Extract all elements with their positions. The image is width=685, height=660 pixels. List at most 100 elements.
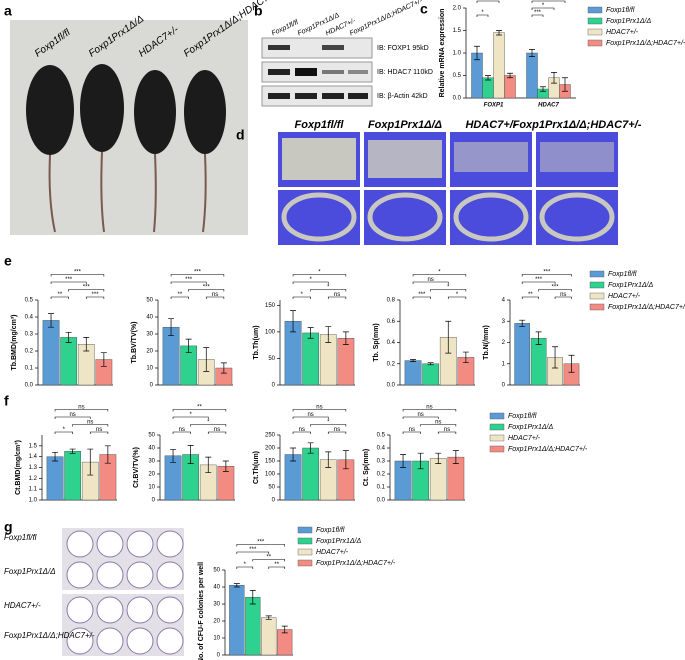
error-bar bbox=[474, 45, 480, 61]
legend-label: Foxp1fl/fl bbox=[316, 527, 345, 534]
y-axis-label: Tb.BMD(mg/cm³) bbox=[11, 315, 18, 371]
significance-label: ns bbox=[409, 427, 415, 433]
y-tick-label: 1.0 bbox=[29, 498, 38, 504]
y-axis-label: No. of CFU-F colonies per well bbox=[198, 562, 205, 660]
error-bar bbox=[445, 320, 452, 354]
significance-bracket bbox=[172, 416, 209, 419]
y-tick-label: 0.8 bbox=[387, 298, 396, 304]
y-tick-label: 0.5 bbox=[25, 298, 34, 304]
error-bar bbox=[435, 452, 442, 464]
bar bbox=[302, 447, 320, 501]
y-tick-label: 0.2 bbox=[377, 472, 386, 478]
y-tick-label: 30 bbox=[213, 602, 220, 608]
y-tick-label: 40 bbox=[213, 585, 220, 591]
y-tick-label: 3 bbox=[502, 319, 506, 325]
legend-swatch bbox=[297, 559, 313, 567]
significance-label: *** bbox=[535, 277, 543, 283]
significance-label: ns bbox=[96, 427, 102, 433]
y-tick-label: 50 bbox=[148, 433, 155, 439]
significance-bracket bbox=[252, 559, 286, 562]
y-tick-label: 0.1 bbox=[377, 485, 386, 491]
significance-bracket bbox=[292, 296, 311, 299]
legend-swatch bbox=[587, 28, 603, 36]
micro-ct-images bbox=[278, 132, 618, 245]
y-tick-label: 0.5 bbox=[453, 73, 462, 79]
significance-label: ns bbox=[334, 427, 340, 433]
significance-bracket bbox=[531, 14, 544, 17]
error-bar bbox=[220, 362, 227, 374]
significance-bracket bbox=[531, 7, 555, 10]
plate-label: Foxp1fl/fl bbox=[4, 533, 37, 542]
y-tick-label: 30 bbox=[146, 332, 153, 338]
legend-label: Foxp1Prx1Δ/Δ bbox=[606, 18, 651, 25]
y-tick-label: 1.5 bbox=[453, 28, 462, 34]
bar bbox=[261, 617, 277, 656]
y-tick-label: 10 bbox=[146, 366, 153, 372]
y-axis-label: Tb.Th(um) bbox=[253, 325, 260, 359]
panel-label: c bbox=[420, 1, 428, 17]
significance-bracket bbox=[172, 409, 227, 412]
significance-bracket bbox=[430, 289, 467, 292]
legend-label: HDAC7+/- bbox=[508, 435, 541, 442]
bar bbox=[493, 32, 505, 99]
y-tick-label: 100 bbox=[265, 329, 276, 335]
error-bar bbox=[249, 590, 256, 605]
legend-label: Foxp1Prx1Δ/Δ bbox=[608, 282, 653, 289]
significance-bracket bbox=[188, 289, 225, 292]
significance-bracket bbox=[170, 281, 207, 284]
significance-bracket bbox=[89, 431, 109, 434]
error-bar bbox=[281, 625, 288, 634]
significance-label: *** bbox=[249, 547, 257, 553]
error-bar bbox=[535, 331, 542, 345]
significance-bracket bbox=[292, 416, 329, 419]
legend-swatch bbox=[589, 303, 605, 311]
legend-label: Foxp1Prx1Δ/Δ;HDAC7+/- bbox=[316, 560, 396, 567]
y-axis-label: Ct.Th(um) bbox=[253, 451, 260, 484]
error-bar bbox=[400, 454, 407, 468]
y-tick-label: 150 bbox=[265, 459, 276, 465]
error-bar bbox=[325, 326, 332, 343]
significance-label: *** bbox=[194, 270, 202, 276]
bar bbox=[42, 320, 60, 386]
error-bar bbox=[325, 451, 332, 468]
bar bbox=[302, 332, 320, 386]
significance-label: *** bbox=[257, 540, 265, 546]
significance-label: *** bbox=[92, 292, 100, 298]
bar bbox=[229, 585, 245, 656]
error-bar bbox=[83, 337, 90, 352]
significance-label: ** bbox=[197, 405, 202, 411]
y-tick-label: 0.2 bbox=[387, 361, 396, 367]
ct-header: Foxp1Prx1Δ/Δ;HDAC7+/- bbox=[513, 119, 642, 131]
significance-label: ns bbox=[426, 405, 432, 411]
bar bbox=[526, 52, 538, 99]
significance-label: ns bbox=[316, 405, 322, 411]
significance-bracket bbox=[268, 566, 286, 569]
significance-bracket bbox=[437, 431, 457, 434]
error-bar bbox=[65, 331, 72, 343]
error-bar bbox=[462, 351, 469, 364]
error-bar bbox=[529, 49, 535, 57]
bar bbox=[404, 360, 422, 386]
y-tick-label: 0.4 bbox=[377, 446, 386, 452]
error-bar bbox=[290, 310, 297, 333]
error-bar bbox=[552, 346, 559, 369]
error-bar bbox=[52, 451, 59, 462]
panel-label: e bbox=[4, 253, 12, 269]
significance-bracket bbox=[72, 424, 109, 427]
y-tick-label: 0 bbox=[217, 653, 221, 659]
significance-bracket bbox=[447, 296, 467, 299]
significance-label: ns bbox=[560, 292, 566, 298]
error-bar bbox=[507, 72, 513, 79]
blot-row-label: IB: β-Actin 42kD bbox=[377, 93, 428, 100]
bar bbox=[422, 363, 440, 386]
significance-bracket bbox=[476, 14, 489, 17]
y-tick-label: 2.0 bbox=[453, 6, 462, 12]
y-tick-label: 4 bbox=[502, 298, 506, 304]
significance-label: * bbox=[244, 562, 247, 568]
significance-bracket bbox=[521, 296, 539, 299]
error-bar bbox=[427, 362, 434, 366]
y-tick-label: 1.0 bbox=[453, 51, 462, 57]
y-axis-label: Tb. Sp(mm) bbox=[373, 323, 380, 362]
error-bar bbox=[69, 448, 76, 454]
